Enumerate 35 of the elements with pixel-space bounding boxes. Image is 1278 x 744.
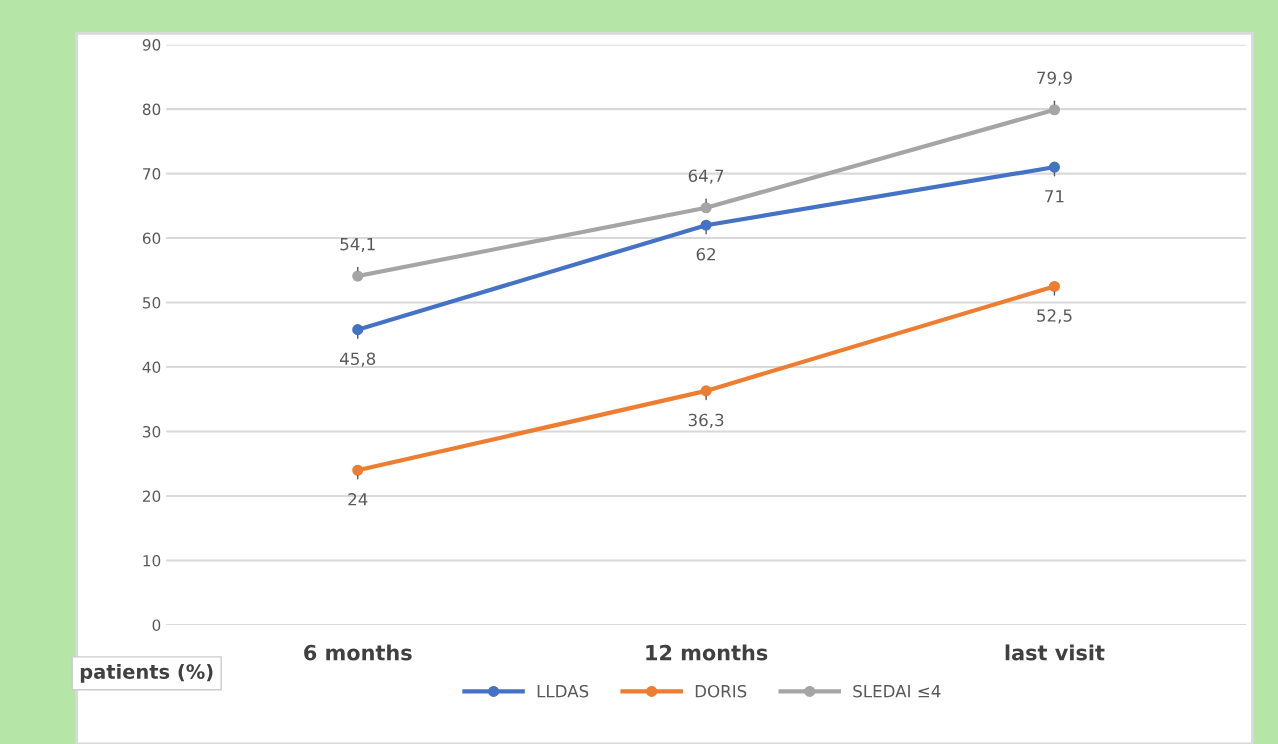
y-tick-label: 50 — [143, 297, 161, 309]
y-tick-label: 90 — [142, 39, 161, 51]
y-tick-label: 80 — [142, 103, 161, 116]
point — [1048, 161, 1061, 173]
point — [352, 464, 364, 476]
legend-label: LLDAS — [537, 684, 589, 698]
x-tick-label: last visit — [1005, 644, 1105, 661]
data-label: 36,3 — [688, 413, 724, 428]
data-label: 45,8 — [340, 352, 376, 367]
point — [1048, 280, 1061, 292]
point — [352, 324, 364, 336]
y-tick-label: 70 — [143, 168, 161, 180]
data-label: 62 — [696, 247, 716, 261]
y-tick-label: 20 — [142, 490, 161, 503]
point — [352, 270, 364, 282]
data-label: 64,7 — [688, 169, 724, 184]
legend-label: DORIS — [695, 684, 747, 698]
point — [700, 202, 712, 214]
y-tick-label: 0 — [152, 619, 161, 631]
y-tick-label: 60 — [142, 232, 161, 245]
x-tick-label: 12 months — [646, 644, 768, 661]
x-tick-label: 6 months — [304, 644, 412, 661]
data-label: 71 — [1045, 190, 1064, 203]
point — [700, 385, 712, 397]
data-label: 79,9 — [1037, 71, 1072, 86]
legend-label: SLEDAI ≤4 — [853, 684, 941, 698]
point — [700, 219, 712, 231]
y-tick-label: 30 — [143, 425, 161, 438]
data-label: 24 — [348, 492, 368, 506]
data-label: 54,1 — [340, 238, 375, 253]
y-axis-title: patients (%) — [80, 663, 213, 683]
point — [1048, 104, 1061, 116]
data-label: 52,5 — [1037, 309, 1072, 324]
y-tick-label: 10 — [143, 554, 161, 567]
y-tick-label: 40 — [142, 361, 161, 374]
